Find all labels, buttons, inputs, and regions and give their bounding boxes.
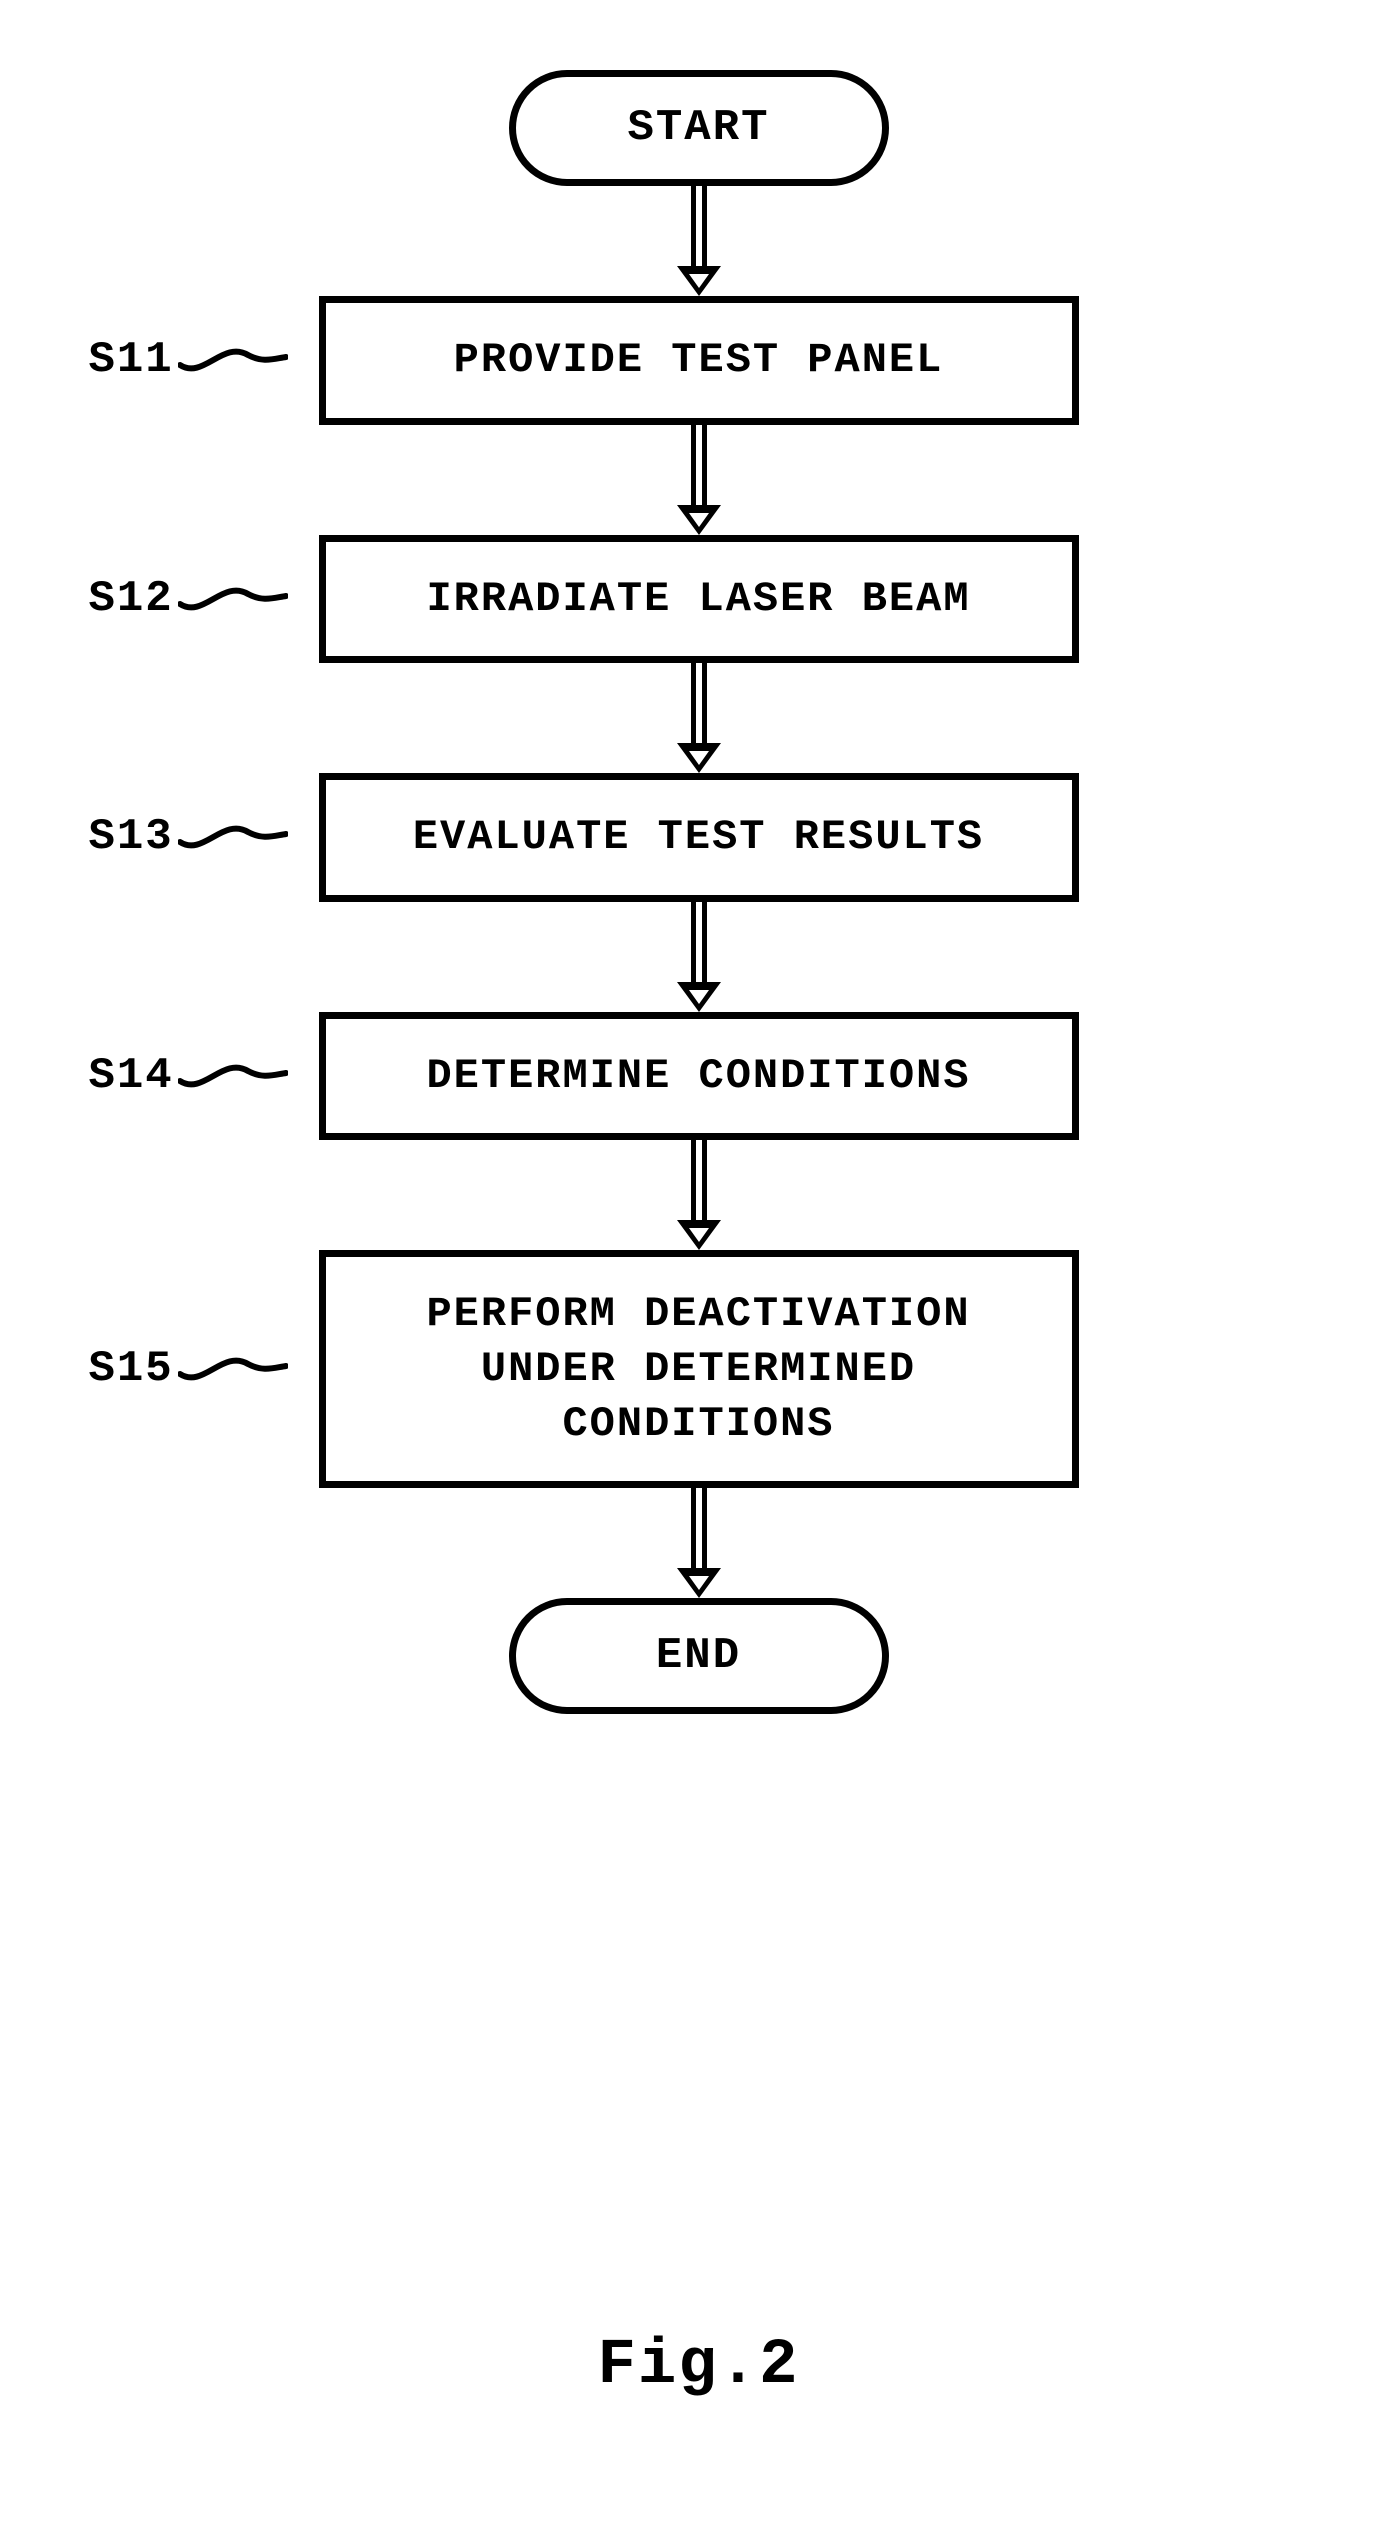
process-text: EVALUATE TEST RESULTS (413, 810, 984, 865)
process-box: DETERMINE CONDITIONS (319, 1012, 1079, 1141)
terminator-start: START (509, 70, 889, 186)
arrow (679, 902, 719, 1012)
process-box: IRRADIATE LASER BEAM (319, 535, 1079, 664)
step-id-label: S15 (89, 1344, 174, 1394)
step-id-label: S11 (89, 335, 174, 385)
arrow (679, 425, 719, 535)
process-step-s13: S13EVALUATE TEST RESULTS (319, 773, 1079, 902)
step-id-label: S12 (89, 574, 174, 624)
arrow (679, 186, 719, 296)
process-text: IRRADIATE LASER BEAM (426, 572, 970, 627)
process-text: PERFORM DEACTIVATION UNDER DETERMINED CO… (426, 1287, 970, 1451)
process-box: PROVIDE TEST PANEL (319, 296, 1079, 425)
arrow (679, 1488, 719, 1598)
process-step-s12: S12IRRADIATE LASER BEAM (319, 535, 1079, 664)
terminator-end: END (509, 1598, 889, 1714)
start-label: START (627, 103, 769, 153)
end-label: END (656, 1631, 741, 1681)
process-step-s14: S14DETERMINE CONDITIONS (319, 1012, 1079, 1141)
arrow (679, 663, 719, 773)
process-step-s11: S11PROVIDE TEST PANEL (319, 296, 1079, 425)
process-text: PROVIDE TEST PANEL (454, 333, 944, 388)
step-id-text: S13 (89, 812, 174, 862)
step-id-label: S14 (89, 1051, 174, 1101)
flowchart-container: START S11PROVIDE TEST PANEL S12IRRADIATE … (319, 70, 1079, 1714)
step-id-text: S11 (89, 335, 174, 385)
step-id-text: S15 (89, 1344, 174, 1394)
process-box: EVALUATE TEST RESULTS (319, 773, 1079, 902)
process-box: PERFORM DEACTIVATION UNDER DETERMINED CO… (319, 1250, 1079, 1488)
step-id-text: S14 (89, 1051, 174, 1101)
arrow (679, 1140, 719, 1250)
figure-caption: Fig.2 (597, 2330, 799, 2402)
step-id-label: S13 (89, 812, 174, 862)
process-text: DETERMINE CONDITIONS (426, 1049, 970, 1104)
process-step-s15: S15PERFORM DEACTIVATION UNDER DETERMINED… (319, 1250, 1079, 1488)
step-id-text: S12 (89, 574, 174, 624)
